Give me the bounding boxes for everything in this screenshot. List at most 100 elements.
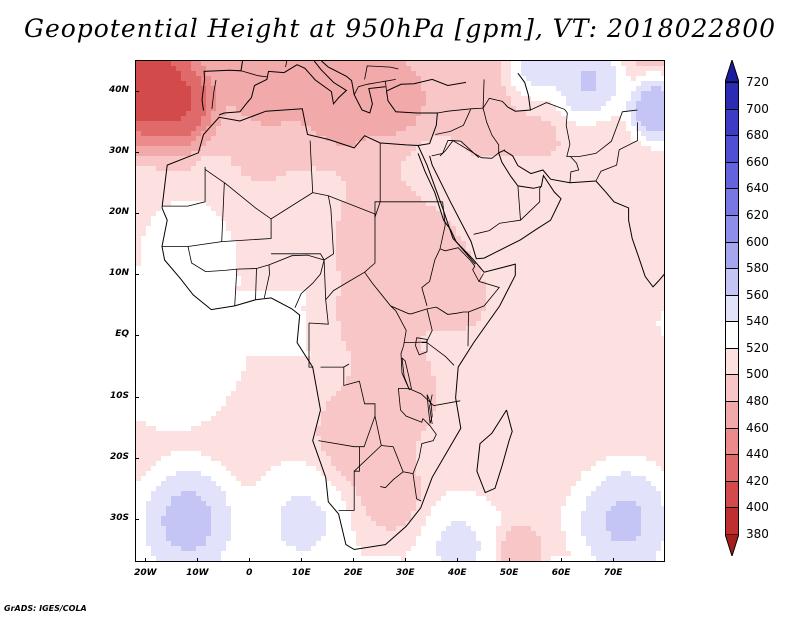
y-axis-label: 20S [109, 451, 129, 462]
country-border [478, 273, 484, 282]
country-border [482, 108, 500, 153]
x-axis-label: 30E [395, 568, 415, 578]
x-axis-label: 20E [343, 568, 363, 578]
x-axis-label: 10E [291, 568, 311, 578]
x-axis-label: 0 [246, 568, 253, 578]
colorbar-swatch [725, 347, 739, 376]
india-coastline [595, 180, 664, 288]
country-border [431, 140, 453, 157]
x-axis-label: 60E [551, 568, 571, 578]
colorbar-label: 600 [746, 234, 769, 249]
colorbar-swatch [725, 427, 739, 456]
colorbar-swatch [725, 321, 739, 349]
country-border [565, 109, 638, 157]
x-axis-label: 70E [603, 568, 623, 578]
colorbar-label: 620 [746, 207, 769, 222]
colorbar-swatch [725, 82, 739, 110]
country-border [294, 259, 325, 308]
colorbar-swatch [725, 507, 739, 535]
grads-credit: GrADS: IGES/COLA [4, 604, 87, 613]
y-axis-label: 40N [108, 84, 129, 95]
country-border [569, 156, 580, 183]
colorbar-bottom-arrow [725, 534, 739, 556]
madagascar-coastline [476, 409, 513, 494]
y-axis-tick [135, 335, 139, 337]
country-border [435, 109, 471, 135]
iberia-med-coastline [218, 61, 348, 116]
country-border [353, 445, 382, 472]
map-title: Geopotential Height at 950hPa [gpm], VT:… [23, 14, 777, 43]
country-border [364, 65, 399, 80]
country-border [421, 342, 455, 366]
colorbar-label: 400 [746, 500, 769, 515]
colorbar-label: 460 [746, 420, 769, 435]
country-border [595, 122, 638, 182]
colorbar-top-arrow [725, 60, 739, 82]
country-border [240, 70, 267, 78]
y-axis-tick [135, 274, 139, 276]
colorbar-swatch [725, 108, 739, 137]
x-axis-tick [613, 558, 615, 562]
y-axis-tick [135, 213, 139, 215]
colorbar-swatch [725, 268, 739, 296]
colorbar-swatch [725, 401, 739, 429]
x-axis-tick [561, 558, 563, 562]
colorbar-label: 520 [746, 340, 769, 355]
x-axis-label: 50E [499, 568, 519, 578]
country-border [421, 201, 446, 307]
x-axis-tick [249, 558, 251, 562]
y-axis-tick [135, 90, 139, 92]
country-border [187, 183, 226, 247]
colorbar-swatch [725, 214, 739, 243]
colorbar-swatch [725, 161, 739, 190]
country-border [343, 363, 350, 368]
lake-victoria [415, 337, 428, 356]
colorbar-label: 480 [746, 394, 769, 409]
x-axis-tick [457, 558, 459, 562]
colorbar-swatch [725, 480, 739, 509]
lake-tanganyika [401, 357, 412, 391]
red-sea-west-coast [417, 153, 476, 265]
country-border [285, 61, 288, 68]
arabia-coastline [429, 149, 562, 260]
y-axis-label: 10S [109, 390, 129, 401]
balkans-coastline [321, 61, 386, 114]
country-border [263, 264, 270, 298]
x-axis-label: 10W [186, 568, 209, 578]
country-border [530, 102, 568, 114]
levant-turkey-coastline [385, 78, 467, 146]
country-border [404, 308, 433, 343]
x-axis-tick [509, 558, 511, 562]
colorbar-label: 540 [746, 314, 769, 329]
country-border [482, 79, 506, 110]
colorbar-label: 380 [746, 527, 769, 541]
country-border [437, 107, 484, 114]
colorbar-swatch [725, 188, 739, 216]
colorbar-swatch [725, 294, 739, 323]
country-border [439, 140, 480, 158]
colorbar-label: 560 [746, 287, 769, 302]
map-plot-area [135, 60, 665, 562]
colorbar-label: 640 [746, 181, 769, 196]
colorbar-label: 420 [746, 473, 769, 488]
country-border [380, 471, 404, 489]
country-border [255, 268, 257, 300]
country-border [323, 259, 327, 300]
country-border [204, 140, 314, 220]
colorbar-swatch [725, 374, 739, 403]
country-border [439, 247, 471, 261]
country-border [234, 269, 238, 306]
country-border [308, 323, 313, 368]
y-axis-tick [135, 519, 139, 521]
country-border [412, 418, 437, 474]
colorbar-swatch [725, 135, 739, 163]
x-axis-tick [405, 558, 407, 562]
y-axis-label: 20N [108, 207, 129, 218]
y-axis-tick [135, 396, 139, 398]
colorbar-label: 500 [746, 367, 769, 382]
country-border [271, 195, 334, 261]
colorbar-label: 680 [746, 128, 769, 143]
x-axis-tick [145, 558, 147, 562]
colorbar-label: 440 [746, 447, 769, 462]
country-border [384, 79, 396, 92]
